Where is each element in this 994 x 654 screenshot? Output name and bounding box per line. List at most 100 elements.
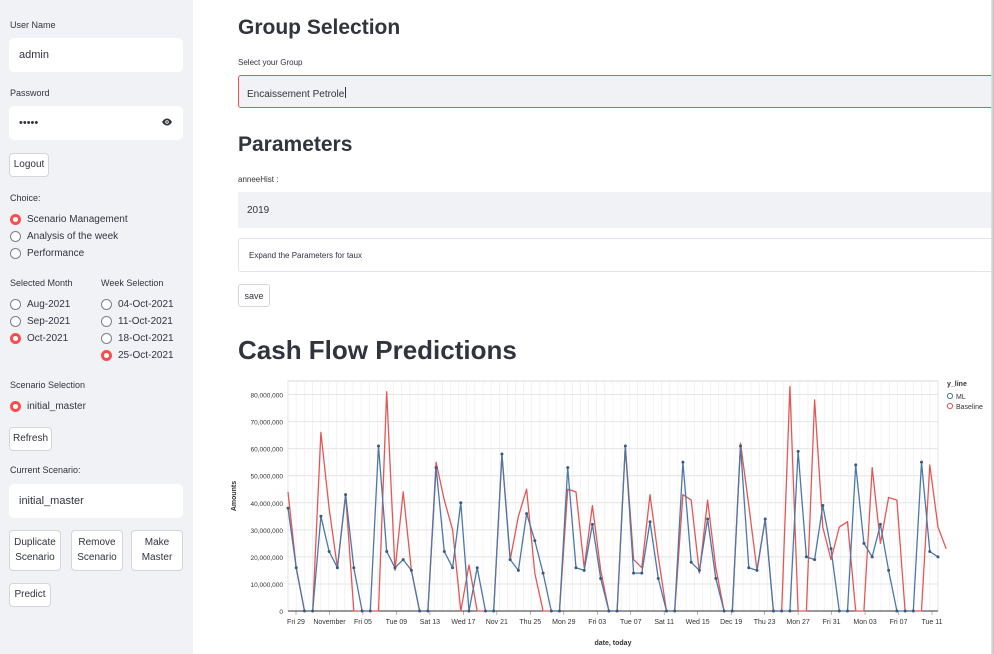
group-label: Select your Group bbox=[238, 58, 303, 67]
data-point bbox=[813, 558, 817, 562]
data-point bbox=[607, 609, 611, 613]
data-point bbox=[434, 466, 438, 470]
week-option-text: 18-Oct-2021 bbox=[118, 332, 174, 344]
data-point bbox=[590, 522, 594, 526]
data-point bbox=[541, 571, 545, 575]
y-tick-label: 80,000,000 bbox=[250, 393, 283, 400]
eye-icon[interactable] bbox=[161, 116, 173, 128]
x-tick-label: Mon 03 bbox=[853, 619, 876, 626]
data-point bbox=[475, 566, 479, 570]
password-value: ••••• bbox=[19, 117, 39, 129]
x-tick-label: Thu 23 bbox=[754, 619, 776, 626]
duplicate-scenario-button[interactable]: Duplicate Scenario bbox=[9, 530, 61, 571]
y-tick-label: 30,000,000 bbox=[250, 528, 283, 535]
week-25-oct[interactable]: 25-Oct-2021 bbox=[101, 348, 174, 362]
master-line1: Make bbox=[144, 537, 170, 548]
data-point bbox=[451, 566, 455, 570]
month-aug-2021[interactable]: Aug-2021 bbox=[10, 297, 70, 311]
group-input[interactable]: Encaissement Petrole bbox=[238, 75, 994, 108]
choice-performance[interactable]: Performance bbox=[10, 246, 84, 260]
x-tick-label: November bbox=[313, 619, 346, 626]
x-tick-label: Nov 21 bbox=[486, 619, 508, 626]
month-option-text: Oct-2021 bbox=[27, 332, 69, 344]
data-point bbox=[862, 541, 866, 545]
legend-title: y_line bbox=[947, 381, 967, 388]
x-tick-label: Wed 15 bbox=[686, 619, 710, 626]
radio-icon bbox=[10, 298, 21, 310]
password-input[interactable]: ••••• bbox=[9, 106, 183, 140]
data-point bbox=[368, 609, 372, 613]
data-point bbox=[377, 444, 381, 448]
data-point bbox=[747, 566, 751, 570]
x-tick-label: Fri 05 bbox=[354, 619, 372, 626]
save-button[interactable]: save bbox=[238, 284, 270, 307]
data-point bbox=[640, 571, 644, 575]
week-11-oct[interactable]: 11-Oct-2021 bbox=[101, 314, 173, 328]
x-tick-label: Mon 29 bbox=[552, 619, 575, 626]
data-point bbox=[623, 444, 627, 448]
current-scenario-input[interactable]: initial_master bbox=[9, 484, 183, 518]
week-label: Week Selection bbox=[101, 278, 164, 288]
y-tick-label: 20,000,000 bbox=[250, 555, 283, 562]
remove-scenario-button[interactable]: Remove Scenario bbox=[71, 530, 123, 571]
data-point bbox=[903, 609, 907, 613]
x-tick-label: Fri 07 bbox=[890, 619, 908, 626]
data-point bbox=[344, 493, 348, 497]
data-point bbox=[829, 547, 833, 551]
data-point bbox=[739, 444, 743, 448]
x-tick-label: Fri 31 bbox=[823, 619, 841, 626]
week-option-text: 25-Oct-2021 bbox=[118, 349, 174, 361]
data-point bbox=[525, 512, 529, 516]
radio-icon bbox=[101, 315, 112, 327]
scenario-initial-master[interactable]: initial_master bbox=[10, 399, 86, 413]
scenario-option-text: initial_master bbox=[27, 400, 86, 412]
choice-scenario-management[interactable]: Scenario Management bbox=[10, 212, 128, 226]
month-sep-2021[interactable]: Sep-2021 bbox=[10, 314, 70, 328]
x-tick-label: Thu 25 bbox=[519, 619, 541, 626]
week-option-text: 11-Oct-2021 bbox=[118, 315, 173, 327]
annee-input[interactable]: 2019 bbox=[238, 192, 994, 228]
predict-button[interactable]: Predict bbox=[9, 583, 51, 607]
data-point bbox=[870, 555, 874, 559]
refresh-button[interactable]: Refresh bbox=[9, 427, 52, 451]
group-value: Encaissement Petrole bbox=[247, 89, 345, 100]
data-point bbox=[920, 460, 924, 464]
data-point bbox=[755, 568, 759, 572]
data-point bbox=[311, 609, 315, 613]
main-content: Group Selection Select your Group Encais… bbox=[193, 0, 994, 654]
data-point bbox=[335, 566, 339, 570]
scenario-selection-label: Scenario Selection bbox=[10, 380, 86, 390]
data-point bbox=[706, 517, 710, 521]
window-edge bbox=[991, 0, 994, 654]
week-04-oct[interactable]: 04-Oct-2021 bbox=[101, 297, 174, 311]
week-option-text: 04-Oct-2021 bbox=[118, 298, 174, 310]
month-option-text: Aug-2021 bbox=[27, 298, 71, 310]
radio-selected-icon bbox=[10, 400, 21, 412]
data-point bbox=[722, 609, 726, 613]
data-point bbox=[697, 568, 701, 572]
data-point bbox=[459, 501, 463, 505]
legend-symbol bbox=[946, 392, 954, 400]
parameters-expander[interactable]: Expand the Parameters for taux bbox=[238, 238, 994, 272]
month-oct-2021[interactable]: Oct-2021 bbox=[10, 331, 68, 345]
username-input[interactable]: admin bbox=[9, 38, 183, 72]
data-point bbox=[302, 609, 306, 613]
x-tick-label: Tue 07 bbox=[620, 619, 642, 626]
data-point bbox=[837, 609, 841, 613]
password-label: Password bbox=[10, 88, 50, 98]
x-tick-label: Wed 17 bbox=[451, 619, 475, 626]
data-point bbox=[360, 609, 364, 613]
week-18-oct[interactable]: 18-Oct-2021 bbox=[101, 331, 174, 345]
choice-analysis-week[interactable]: Analysis of the week bbox=[10, 229, 118, 243]
data-point bbox=[516, 568, 520, 572]
data-point bbox=[887, 568, 891, 572]
data-point bbox=[804, 555, 808, 559]
x-tick-label: Tue 11 bbox=[921, 619, 942, 626]
data-point bbox=[648, 520, 652, 524]
data-point bbox=[656, 577, 660, 581]
data-point bbox=[442, 549, 446, 553]
logout-button[interactable]: Logout bbox=[9, 153, 49, 177]
make-master-button[interactable]: Make Master bbox=[131, 530, 183, 571]
remove-line1: Remove bbox=[78, 537, 116, 548]
data-point bbox=[327, 549, 331, 553]
